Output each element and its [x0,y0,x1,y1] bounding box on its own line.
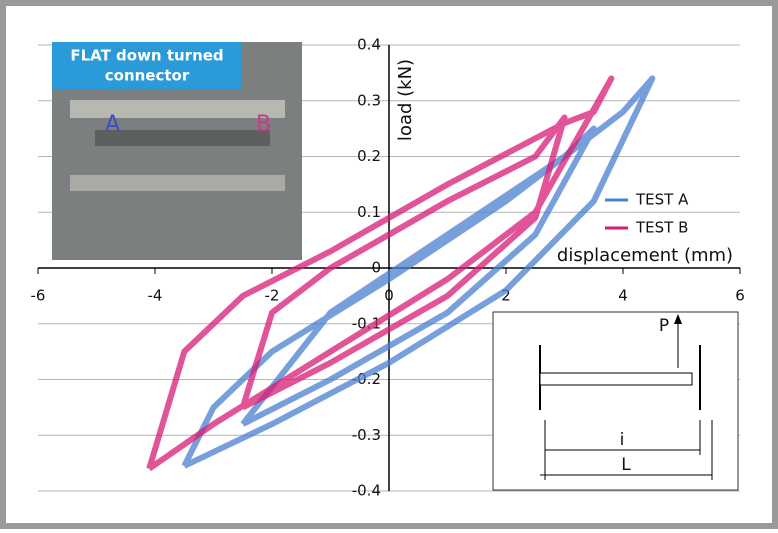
x-tick-label: 2 [501,287,511,305]
legend-label: TEST A [635,191,689,209]
y-tick-label: -0.2 [352,370,381,388]
y-tick-label: 0.1 [357,203,381,221]
schematic-label: i [620,430,625,450]
arrow-head [674,314,682,324]
photo-beam [70,175,285,191]
schematic-label: P [659,316,669,336]
x-tick-label: -2 [265,287,280,305]
y-tick-label: -0.4 [352,482,381,500]
x-tick-label: -6 [31,287,46,305]
y-tick-label: 0.2 [357,147,381,165]
photo-beam [95,130,270,146]
schematic-label: L [621,455,631,475]
beam [539,372,693,386]
x-tick-label: 6 [735,287,745,305]
photo-label: A [105,112,120,137]
schematic [492,311,739,491]
photo-caption: connector [105,67,190,85]
legend-label: TEST B [635,219,688,237]
y-axis-label: load (kN) [395,59,416,141]
x-axis-label: displacement (mm) [557,245,733,266]
hysteresis-loop [181,75,656,469]
y-tick-label: -0.3 [352,426,381,444]
photo-label: B [256,112,271,137]
photo-caption-box [52,42,242,90]
schematic-box [492,311,739,491]
hysteresis-loop [146,75,615,472]
photo-caption: FLAT down turned [70,47,223,65]
x-tick-label: -4 [148,287,163,305]
photo-beam [70,100,285,118]
y-tick-label: 0.4 [357,36,381,54]
x-tick-label: 4 [618,287,628,305]
y-tick-label: 0.3 [357,91,381,109]
